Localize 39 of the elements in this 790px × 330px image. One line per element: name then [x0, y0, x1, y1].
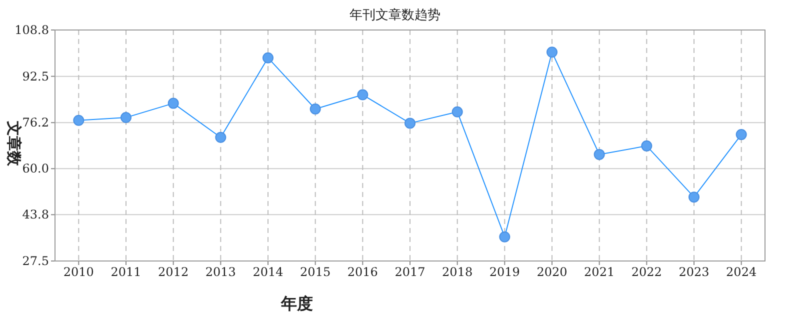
x-tick-label: 2010	[63, 265, 94, 279]
y-tick-label: 43.8	[22, 208, 49, 222]
y-tick-label: 92.5	[22, 69, 49, 84]
x-tick-label: 2012	[158, 265, 189, 279]
y-axis-title: 文章数	[5, 120, 23, 167]
x-tick-label: 2014	[252, 265, 284, 279]
x-tick-label: 2018	[442, 265, 473, 279]
y-tick-label: 76.2	[22, 116, 49, 130]
point	[594, 148, 605, 160]
point	[168, 98, 179, 109]
point	[736, 129, 747, 140]
x-tick-label: 2021	[584, 265, 615, 279]
x-tick-label: 2017	[394, 265, 426, 279]
y-tick-label: 108.8	[14, 23, 49, 37]
x-tick-label: 2015	[300, 265, 331, 279]
point	[546, 46, 558, 58]
x-tick-label: 2023	[678, 265, 710, 279]
x-tick-label: 2024	[726, 265, 757, 279]
x-tick-label: 2013	[205, 265, 236, 279]
x-tick-label: 2020	[536, 265, 568, 279]
point	[215, 132, 226, 143]
point	[452, 106, 463, 118]
x-tick-label: 2016	[347, 265, 378, 279]
y-tick-label: 60.0	[22, 162, 49, 176]
point	[120, 112, 132, 124]
point	[641, 140, 652, 152]
point	[73, 114, 84, 126]
point	[310, 103, 321, 114]
point	[499, 231, 510, 242]
chart-title: 年刊文章数趋势	[350, 8, 440, 23]
point	[404, 118, 416, 129]
x-axis-title: 年度	[280, 294, 313, 313]
y-tick-label: 27.5	[22, 254, 49, 268]
x-tick-label: 2022	[631, 265, 662, 279]
point	[688, 192, 700, 203]
x-tick-label: 2019	[489, 265, 520, 279]
x-tick-label: 2011	[110, 265, 142, 279]
point	[262, 52, 274, 64]
point	[357, 89, 368, 100]
